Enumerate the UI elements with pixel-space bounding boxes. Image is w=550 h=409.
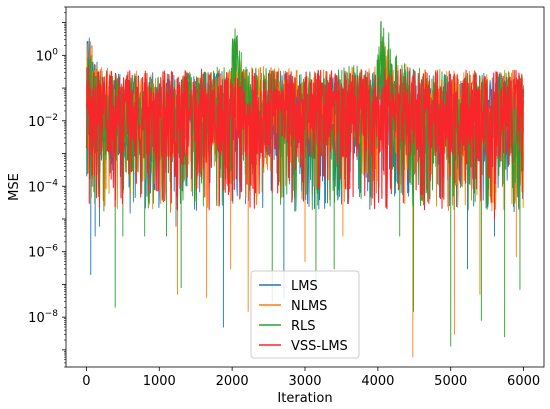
- y-tick-label: 10−2: [28, 113, 58, 130]
- legend-label: VSS-LMS: [291, 339, 348, 354]
- x-tick-label: 4000: [361, 374, 394, 389]
- y-tick-label: 10−8: [28, 309, 58, 326]
- x-tick-label: 2000: [216, 374, 249, 389]
- legend-label: LMS: [291, 279, 318, 294]
- x-axis: 0 1000 2000 3000 4000 5000 6000: [82, 367, 540, 389]
- y-tick-label: 10−6: [28, 244, 58, 261]
- y-axis-label: MSE: [7, 173, 22, 201]
- legend: LMS NLMS RLS VSS-LMS: [250, 270, 360, 359]
- x-tick-label: 1000: [143, 374, 176, 389]
- x-tick-label: 3000: [288, 374, 321, 389]
- y-axis: 100 10−2 10−4 10−6 10−8: [28, 6, 66, 368]
- x-tick-label: 6000: [507, 374, 540, 389]
- y-tick-label: 10−4: [28, 178, 58, 195]
- x-axis-label: Iteration: [277, 391, 332, 406]
- x-tick-label: 0: [82, 374, 90, 389]
- legend-label: RLS: [291, 319, 316, 334]
- legend-label: NLMS: [291, 299, 327, 314]
- series-line-vss-lms: [85, 65, 525, 220]
- plot-lines: [85, 20, 525, 358]
- legend-box: [250, 270, 360, 359]
- y-tick-label: 100: [36, 47, 59, 64]
- x-tick-label: 5000: [434, 374, 467, 389]
